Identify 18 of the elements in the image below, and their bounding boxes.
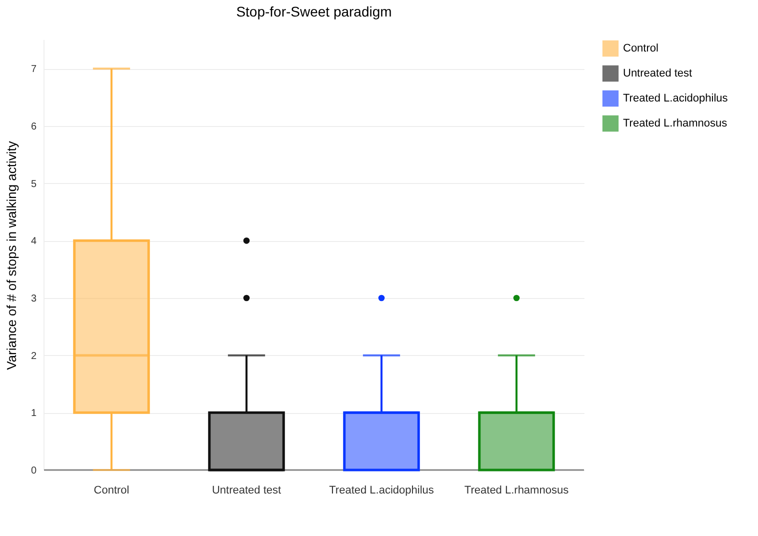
- y-tick-label: 3: [30, 294, 37, 304]
- y-tick-label: 4: [30, 236, 37, 248]
- x-tick-label: Treated L.acidophilus: [329, 484, 434, 496]
- legend-label: Control: [623, 42, 658, 54]
- legend-label: Treated L.acidophilus: [623, 92, 728, 104]
- y-tick-label: 5: [30, 178, 37, 190]
- y-tick-label: 0: [30, 466, 37, 476]
- y-tick-label: 7: [30, 64, 37, 76]
- y-tick-label: 6: [30, 122, 37, 132]
- chart-title: Stop-for-Sweet paradigm: [236, 4, 392, 20]
- x-tick-label: Untreated test: [212, 484, 282, 496]
- legend-label: Treated L.rhamnosus: [623, 118, 728, 130]
- y-axis-title: Variance of # of stops in walking activity: [4, 140, 19, 370]
- y-tick-label: 2: [30, 350, 37, 362]
- x-tick-label: Treated L.rhamnosus: [464, 484, 570, 496]
- legend-label: Untreated test: [623, 68, 692, 80]
- y-tick-label: 1: [30, 408, 37, 420]
- x-tick-label: Control: [94, 484, 130, 496]
